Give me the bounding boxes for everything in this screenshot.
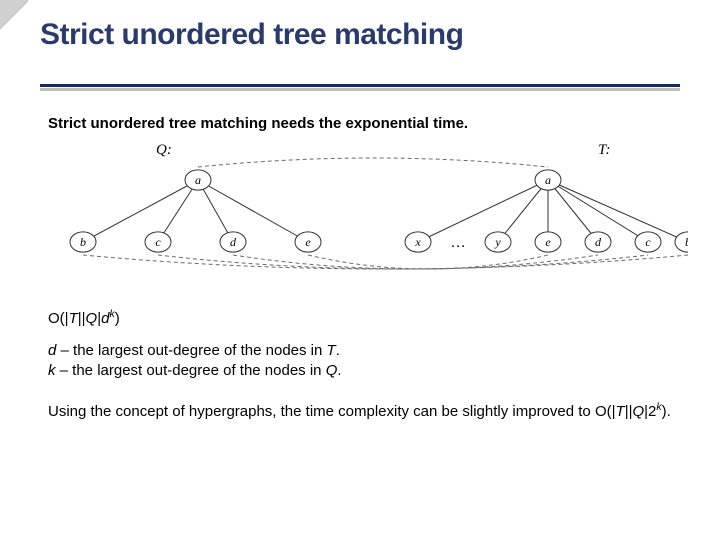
svg-text:…: … xyxy=(450,234,466,251)
intro-statement: Strict unordered tree matching needs the… xyxy=(48,115,680,132)
svg-text:a: a xyxy=(545,173,551,187)
svg-text:c: c xyxy=(645,235,651,249)
svg-text:y: y xyxy=(494,235,501,249)
slide-title: Strict unordered tree matching xyxy=(40,18,463,52)
svg-text:Q:: Q: xyxy=(156,142,172,158)
svg-text:c: c xyxy=(155,235,161,249)
svg-text:b: b xyxy=(80,235,86,249)
svg-text:e: e xyxy=(545,235,551,249)
improvement: Using the concept of hypergraphs, the ti… xyxy=(48,400,680,422)
tree-diagram: Q: a b c d e T: a x … y e d c b xyxy=(48,142,688,292)
tree-svg: Q: a b c d e T: a x … y e d c b xyxy=(48,142,688,292)
svg-text:a: a xyxy=(195,173,201,187)
complexity-line: O(|T||Q|dk) xyxy=(48,308,680,327)
svg-text:b: b xyxy=(685,235,688,249)
svg-text:T:: T: xyxy=(598,142,611,158)
svg-text:d: d xyxy=(230,235,237,249)
svg-text:e: e xyxy=(305,235,311,249)
svg-text:d: d xyxy=(595,235,602,249)
svg-text:x: x xyxy=(414,235,421,249)
title-divider xyxy=(40,84,680,87)
slide-corner-notch xyxy=(0,0,28,30)
definitions: d – the largest out-degree of the nodes … xyxy=(48,341,680,382)
